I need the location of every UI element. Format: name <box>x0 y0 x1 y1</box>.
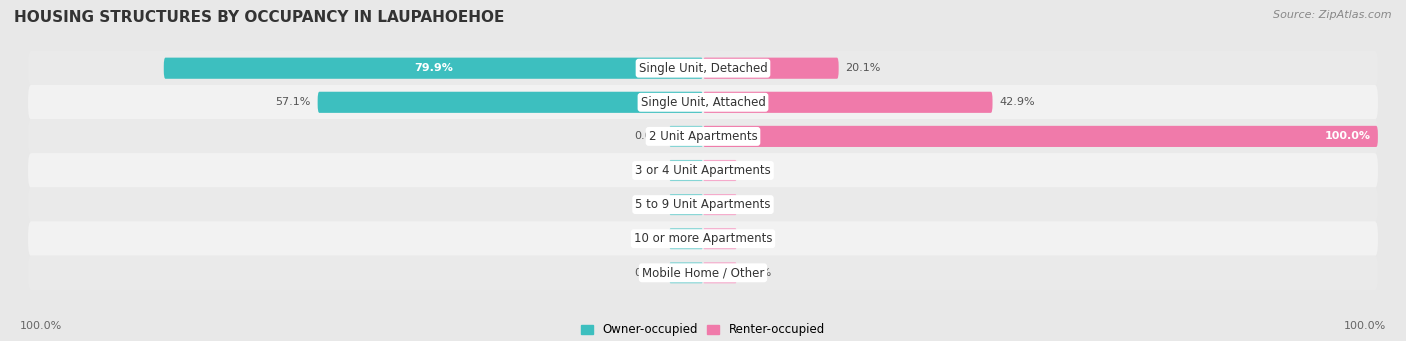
FancyBboxPatch shape <box>28 51 1378 86</box>
Text: 57.1%: 57.1% <box>276 97 311 107</box>
Text: 0.0%: 0.0% <box>634 131 662 142</box>
FancyBboxPatch shape <box>703 228 737 249</box>
Text: Mobile Home / Other: Mobile Home / Other <box>641 266 765 279</box>
Text: Single Unit, Attached: Single Unit, Attached <box>641 96 765 109</box>
Text: 0.0%: 0.0% <box>634 165 662 176</box>
FancyBboxPatch shape <box>703 92 993 113</box>
FancyBboxPatch shape <box>669 228 703 249</box>
Text: 0.0%: 0.0% <box>744 268 772 278</box>
Text: 100.0%: 100.0% <box>20 321 62 331</box>
Text: 3 or 4 Unit Apartments: 3 or 4 Unit Apartments <box>636 164 770 177</box>
Text: 0.0%: 0.0% <box>744 165 772 176</box>
Text: HOUSING STRUCTURES BY OCCUPANCY IN LAUPAHOEHOE: HOUSING STRUCTURES BY OCCUPANCY IN LAUPA… <box>14 10 505 25</box>
FancyBboxPatch shape <box>669 262 703 283</box>
FancyBboxPatch shape <box>703 160 737 181</box>
Text: 79.9%: 79.9% <box>413 63 453 73</box>
Text: 10 or more Apartments: 10 or more Apartments <box>634 232 772 245</box>
FancyBboxPatch shape <box>28 221 1378 256</box>
Text: 5 to 9 Unit Apartments: 5 to 9 Unit Apartments <box>636 198 770 211</box>
Text: Source: ZipAtlas.com: Source: ZipAtlas.com <box>1274 10 1392 20</box>
Text: 0.0%: 0.0% <box>634 268 662 278</box>
Text: 0.0%: 0.0% <box>744 199 772 210</box>
FancyBboxPatch shape <box>28 187 1378 222</box>
Text: Single Unit, Detached: Single Unit, Detached <box>638 62 768 75</box>
FancyBboxPatch shape <box>703 58 838 79</box>
FancyBboxPatch shape <box>703 126 1378 147</box>
Text: 2 Unit Apartments: 2 Unit Apartments <box>648 130 758 143</box>
FancyBboxPatch shape <box>703 262 737 283</box>
Text: 20.1%: 20.1% <box>845 63 880 73</box>
FancyBboxPatch shape <box>669 126 703 147</box>
FancyBboxPatch shape <box>28 153 1378 188</box>
Text: 0.0%: 0.0% <box>744 234 772 244</box>
FancyBboxPatch shape <box>163 58 703 79</box>
FancyBboxPatch shape <box>28 85 1378 120</box>
FancyBboxPatch shape <box>28 119 1378 154</box>
FancyBboxPatch shape <box>28 255 1378 290</box>
FancyBboxPatch shape <box>669 160 703 181</box>
Text: 0.0%: 0.0% <box>634 234 662 244</box>
FancyBboxPatch shape <box>318 92 703 113</box>
FancyBboxPatch shape <box>703 194 737 215</box>
FancyBboxPatch shape <box>669 194 703 215</box>
Text: 42.9%: 42.9% <box>1000 97 1035 107</box>
Text: 100.0%: 100.0% <box>1324 131 1371 142</box>
Legend: Owner-occupied, Renter-occupied: Owner-occupied, Renter-occupied <box>581 324 825 337</box>
Text: 100.0%: 100.0% <box>1344 321 1386 331</box>
Text: 0.0%: 0.0% <box>634 199 662 210</box>
